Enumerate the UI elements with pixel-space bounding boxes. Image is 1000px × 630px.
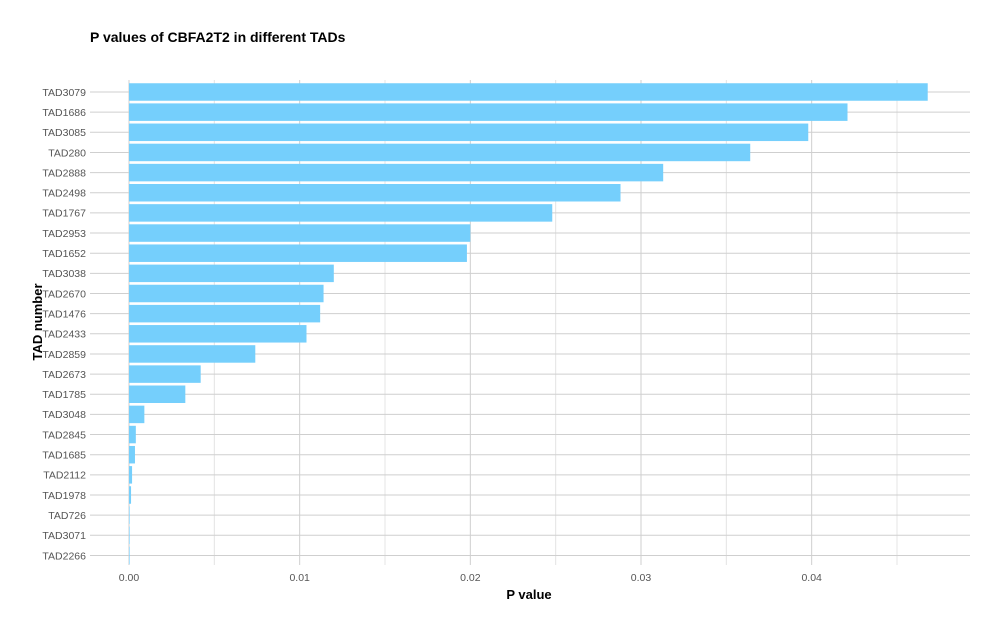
y-tick-label: TAD1767 bbox=[42, 208, 86, 220]
bar bbox=[129, 325, 307, 343]
bar bbox=[129, 425, 136, 444]
bar bbox=[129, 123, 809, 142]
x-tick-label: 0.00 bbox=[119, 572, 140, 584]
x-tick-label: 0.04 bbox=[801, 572, 822, 584]
y-tick-label: TAD2433 bbox=[42, 329, 86, 341]
y-axis-ticks: TAD3079 TAD1686 TAD3085 TAD280 TAD2888 TAD249… bbox=[42, 87, 86, 562]
y-tick-label: TAD2859 bbox=[42, 349, 86, 361]
bar bbox=[129, 365, 201, 383]
chart-title: P values of CBFA2T2 in different TADs bbox=[90, 29, 346, 45]
y-tick-label: TAD1652 bbox=[42, 248, 86, 260]
x-axis-ticks: 0.00 0.01 0.02 0.03 0.04 bbox=[119, 572, 822, 584]
y-tick-label: TAD3038 bbox=[42, 268, 86, 280]
bar bbox=[129, 103, 848, 121]
bar bbox=[129, 445, 135, 464]
y-tick-label: TAD2266 bbox=[42, 550, 86, 562]
y-tick-label: TAD1785 bbox=[42, 389, 86, 401]
y-tick-label: TAD2953 bbox=[42, 228, 86, 240]
y-tick-label: TAD1476 bbox=[42, 308, 86, 320]
bar bbox=[129, 526, 130, 545]
y-tick-label: TAD1686 bbox=[42, 107, 86, 119]
y-tick-label: TAD1685 bbox=[42, 450, 86, 462]
bar bbox=[129, 184, 621, 202]
bar bbox=[129, 385, 186, 403]
bar bbox=[129, 163, 664, 182]
y-tick-label: TAD3085 bbox=[42, 127, 86, 139]
y-tick-label: TAD2670 bbox=[42, 288, 86, 300]
bar bbox=[129, 143, 751, 162]
bar bbox=[129, 546, 130, 565]
y-tick-label: TAD2888 bbox=[42, 167, 86, 179]
y-tick-label: TAD3048 bbox=[42, 409, 86, 421]
bar bbox=[129, 405, 145, 424]
bar bbox=[129, 83, 928, 101]
y-tick-label: TAD2845 bbox=[42, 429, 86, 441]
bar bbox=[129, 486, 132, 504]
y-tick-label: TAD280 bbox=[48, 147, 86, 159]
y-tick-label: TAD726 bbox=[48, 510, 86, 522]
y-tick-label: TAD2112 bbox=[43, 470, 86, 482]
bar bbox=[129, 345, 256, 363]
bar bbox=[129, 304, 321, 323]
y-axis-title: TAD number bbox=[30, 283, 45, 360]
y-tick-label: TAD3071 bbox=[42, 530, 86, 542]
bar bbox=[129, 466, 133, 484]
bar bbox=[129, 244, 467, 262]
y-tick-label: TAD2498 bbox=[42, 188, 86, 200]
x-tick-label: 0.01 bbox=[289, 572, 310, 584]
bar bbox=[129, 284, 324, 303]
x-tick-label: 0.02 bbox=[460, 572, 481, 584]
x-axis-title: P value bbox=[506, 587, 551, 602]
x-tick-label: 0.03 bbox=[631, 572, 652, 584]
bar bbox=[129, 204, 553, 222]
y-tick-label: TAD1978 bbox=[42, 490, 86, 502]
bar bbox=[129, 506, 130, 524]
y-tick-label: TAD2673 bbox=[42, 369, 86, 381]
bar bbox=[129, 264, 334, 283]
bars bbox=[129, 83, 928, 565]
bar bbox=[129, 224, 471, 242]
y-tick-label: TAD3079 bbox=[42, 87, 86, 99]
